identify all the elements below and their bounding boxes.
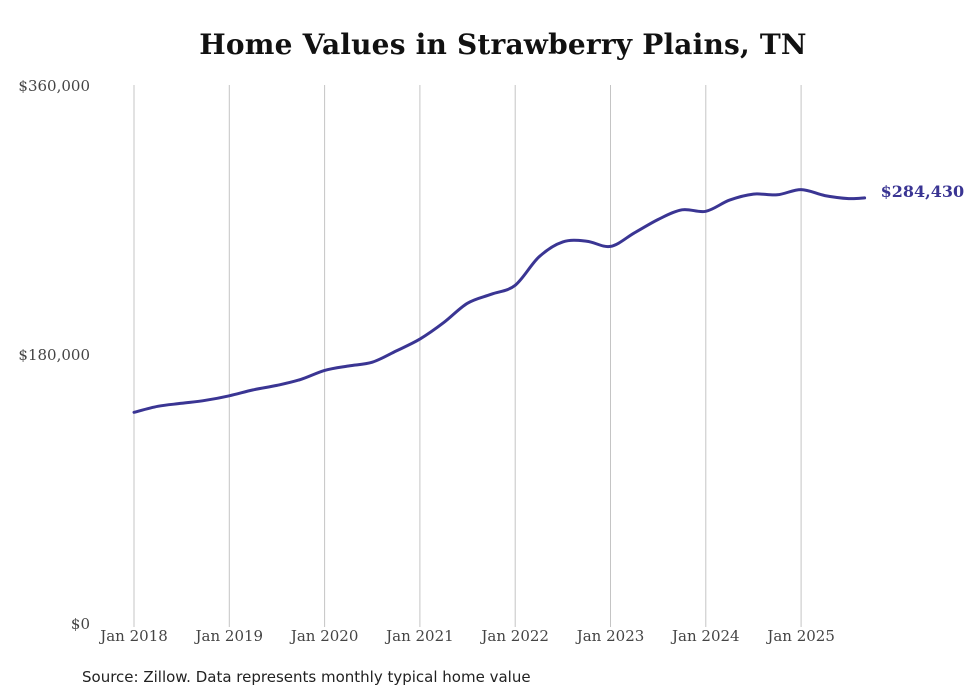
x-tick-label: Jan 2025 [765, 627, 835, 645]
y-axis-ticks: $0 $180,000 $360,000 [18, 77, 90, 633]
x-tick-label: Jan 2023 [575, 627, 645, 645]
x-tick-label: Jan 2024 [670, 627, 740, 645]
source-note: Source: Zillow. Data represents monthly … [82, 668, 531, 686]
gridlines [133, 85, 802, 627]
x-tick-label: Jan 2019 [194, 627, 264, 645]
x-tick-label: Jan 2020 [289, 627, 359, 645]
y-tick-label: $360,000 [18, 77, 90, 95]
y-tick-label: $180,000 [18, 346, 90, 364]
chart-title: Home Values in Strawberry Plains, TN [199, 28, 807, 61]
home-value-line [132, 188, 867, 414]
x-tick-label: Jan 2021 [384, 627, 454, 645]
x-tick-label: Jan 2018 [98, 627, 168, 645]
x-axis-ticks: Jan 2018 Jan 2019 Jan 2020 Jan 2021 Jan 2022… [98, 627, 835, 645]
x-tick-label: Jan 2022 [479, 627, 549, 645]
y-tick-label: $0 [71, 615, 90, 633]
latest-value-label: $284,430 [881, 182, 965, 201]
